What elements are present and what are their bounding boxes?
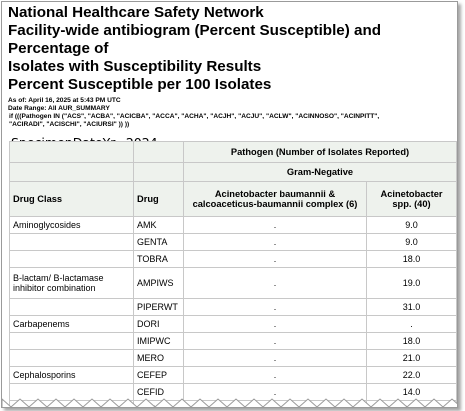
header-empty-cell [133,162,184,182]
report-frame: National Healthcare Safety Network Facil… [1,1,458,408]
table-row: Cephalosporins CEFEP. 22.0 [9,366,457,384]
drug-class-cell [9,332,134,350]
drug-class-cell [9,349,134,367]
pathogen1-value-cell: . [183,250,367,268]
report-meta: As of: April 16, 2025 at 5:43 PM UTC Dat… [8,97,457,129]
drug-cell: IMIPWC [133,332,184,350]
header-drug-class: Drug Class [9,181,134,217]
antibiogram-table: Pathogen (Number of Isolates Reported) G… [9,141,457,407]
drug-cell: AMPIWS [133,267,184,299]
pathogen2-value-cell: 22.0 [366,366,457,384]
drug-cell: MERO [133,349,184,367]
pathogen1-value-cell: . [183,216,367,234]
pathogen2-value-cell: 9.0 [366,233,457,251]
header-row-gram: Gram-Negative [9,162,457,182]
pathogen1-value-cell: . [183,233,367,251]
table-row: Carbapenems DORI.. [9,315,457,333]
drug-class-cell [9,233,134,251]
header-empty-cell [133,141,184,163]
table-row: IMIPWC. 18.0 [9,332,457,350]
torn-edge [2,398,457,407]
table-row: GENTA. 9.0 [9,233,457,251]
header-pathogen-2: Acinetobacter spp. (40) [366,181,457,217]
pathogen2-value-cell: 31.0 [366,298,457,316]
pathogen1-value-cell: . [183,267,367,299]
drug-class-cell [9,298,134,316]
pathogen1-value-cell: . [183,349,367,367]
drug-cell: TOBRA [133,250,184,268]
table-row: TOBRA. 18.0 [9,250,457,268]
report-header: National Healthcare Safety Network Facil… [2,2,457,150]
filter-line2: "ACIRADI", "ACISCHI", "ACIURSI" )) )) [9,121,130,128]
drug-class-cell: Carbapenems [9,315,134,333]
pathogen1-value-cell: . [183,366,367,384]
filter-line1: if (((Pathogen IN ("ACS", "ACBA", "ACICB… [9,113,380,120]
table-row: Aminoglycosides AMK. 9.0 [9,216,457,234]
drug-cell: DORI [133,315,184,333]
table-row: CEFID. 14.0 [9,383,457,401]
report-title-line1: National Healthcare Safety Network [8,4,264,21]
drug-cell: AMK [133,216,184,234]
date-range-text: Date Range: All AUR_SUMMARY [8,105,110,112]
drug-class-cell: Aminoglycosides [9,216,134,234]
header-empty-cell [9,162,134,182]
drug-cell: GENTA [133,233,184,251]
pathogen1-value-cell: . [183,298,367,316]
drug-cell: PIPERWT [133,298,184,316]
table-row: PIPERWT. 31.0 [9,298,457,316]
pathogen2-value-cell: 21.0 [366,349,457,367]
header-row-pathogen: Pathogen (Number of Isolates Reported) [9,141,457,163]
header-pathogen: Pathogen (Number of Isolates Reported) [183,141,457,163]
report-title-line3: Isolates with Susceptibility Results [8,58,262,75]
pathogen1-value-cell: . [183,332,367,350]
drug-class-cell: Cephalosporins [9,366,134,384]
pathogen2-value-cell: 9.0 [366,216,457,234]
header-pathogen-1: Acinetobacter baumannii & calcoaceticus-… [183,181,367,217]
header-row-columns: Drug Class Drug Acinetobacter baumannii … [9,181,457,217]
header-gram-negative: Gram-Negative [183,162,457,182]
table-row: B-lactam/ B-lactamase inhibitor combinat… [9,267,457,299]
pathogen2-value-cell: 18.0 [366,250,457,268]
pathogen2-value-cell: . [366,315,457,333]
table-body: Aminoglycosides AMK. 9.0 GENTA. 9.0 TOBRA. 18.… [9,216,457,407]
header-empty-cell [9,141,134,163]
drug-cell: CEFEP [133,366,184,384]
pathogen2-value-cell: 18.0 [366,332,457,350]
pathogen2-value-cell: 19.0 [366,267,457,299]
drug-class-cell: B-lactam/ B-lactamase inhibitor combinat… [9,267,134,299]
table-row: MERO. 21.0 [9,349,457,367]
header-drug: Drug [133,181,184,217]
pathogen1-value-cell: . [183,315,367,333]
report-subtitle: Percent Susceptible per 100 Isolates [8,76,272,93]
drug-class-cell [9,250,134,268]
as-of-text: As of: April 16, 2025 at 5:43 PM UTC [8,97,121,104]
report-title-line2: Facility-wide antibiogram (Percent Susce… [8,22,382,57]
